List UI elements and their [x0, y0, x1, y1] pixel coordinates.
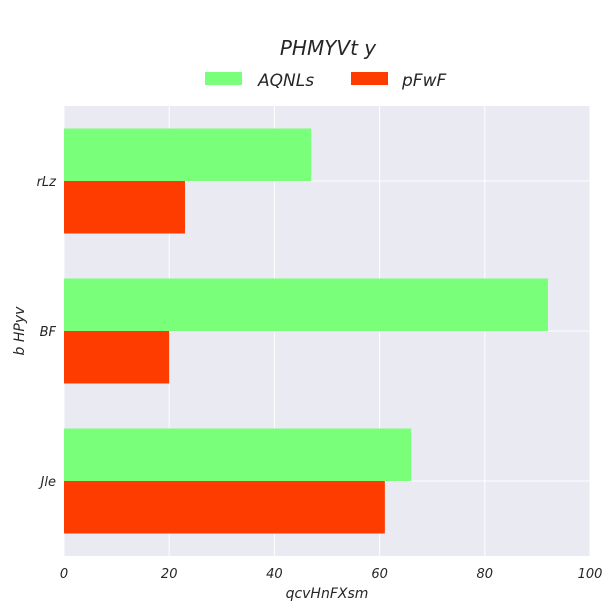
- y-tick-label: BF: [40, 325, 57, 340]
- x-tick-label: 40: [266, 567, 283, 582]
- chart-title: PHMYVt y: [280, 36, 377, 60]
- bar-pFwF-rLz: [64, 181, 185, 234]
- x-tick-label: 80: [477, 567, 494, 582]
- legend-swatch-AQNLs: [205, 72, 242, 85]
- legend-label: AQNLs: [257, 71, 314, 91]
- bar-AQNLs-Jle: [64, 429, 411, 482]
- x-tick-label: 0: [60, 567, 68, 582]
- x-tick-label: 60: [371, 567, 388, 582]
- bar-AQNLs-BF: [64, 279, 548, 332]
- x-tick-label: 100: [578, 567, 603, 582]
- y-axis-ticks: Jle BF rLz: [37, 175, 58, 490]
- y-tick-label: Jle: [38, 475, 56, 490]
- x-tick-label: 20: [161, 567, 178, 582]
- y-tick-label: rLz: [37, 175, 58, 190]
- legend: AQNLs pFwF: [205, 71, 446, 91]
- bar-pFwF-Jle: [64, 481, 385, 534]
- bar-AQNLs-rLz: [64, 129, 311, 182]
- x-axis-ticks: 0 20 40 60 80 100: [60, 567, 603, 582]
- legend-swatch-pFwF: [351, 72, 388, 85]
- x-axis-label: qcvHnFXsm: [286, 586, 369, 602]
- bar-pFwF-BF: [64, 331, 169, 384]
- y-axis-label: b HPyv: [12, 306, 28, 356]
- legend-label: pFwF: [401, 71, 446, 91]
